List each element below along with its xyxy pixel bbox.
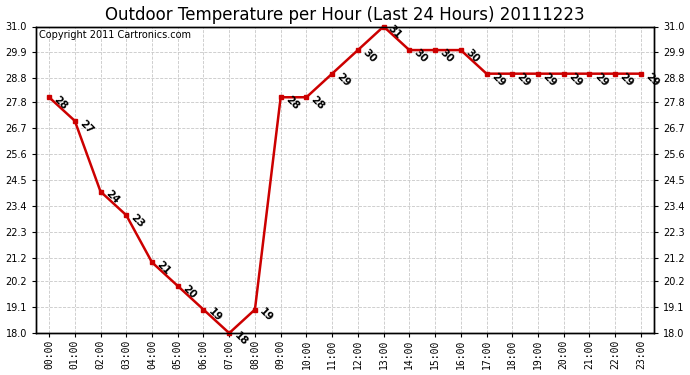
Text: 30: 30	[464, 47, 481, 64]
Text: 29: 29	[335, 71, 352, 88]
Text: 27: 27	[77, 118, 95, 135]
Text: 30: 30	[412, 47, 429, 64]
Text: 28: 28	[52, 94, 69, 112]
Text: 21: 21	[155, 260, 172, 277]
Text: 31: 31	[386, 24, 404, 41]
Text: 24: 24	[104, 189, 121, 206]
Text: 19: 19	[257, 307, 275, 324]
Text: 29: 29	[592, 71, 609, 88]
Text: 29: 29	[489, 71, 506, 88]
Text: 29: 29	[566, 71, 584, 88]
Text: 18: 18	[232, 330, 249, 348]
Text: 30: 30	[361, 47, 378, 64]
Text: 19: 19	[206, 307, 224, 324]
Text: Copyright 2011 Cartronics.com: Copyright 2011 Cartronics.com	[39, 30, 191, 40]
Text: 28: 28	[284, 94, 301, 112]
Text: 30: 30	[438, 47, 455, 64]
Text: 29: 29	[644, 71, 661, 88]
Text: 28: 28	[309, 94, 326, 112]
Text: 23: 23	[129, 212, 146, 230]
Text: 20: 20	[181, 283, 198, 300]
Text: 29: 29	[618, 71, 635, 88]
Text: 29: 29	[541, 71, 558, 88]
Text: 29: 29	[515, 71, 532, 88]
Title: Outdoor Temperature per Hour (Last 24 Hours) 20111223: Outdoor Temperature per Hour (Last 24 Ho…	[105, 6, 585, 24]
